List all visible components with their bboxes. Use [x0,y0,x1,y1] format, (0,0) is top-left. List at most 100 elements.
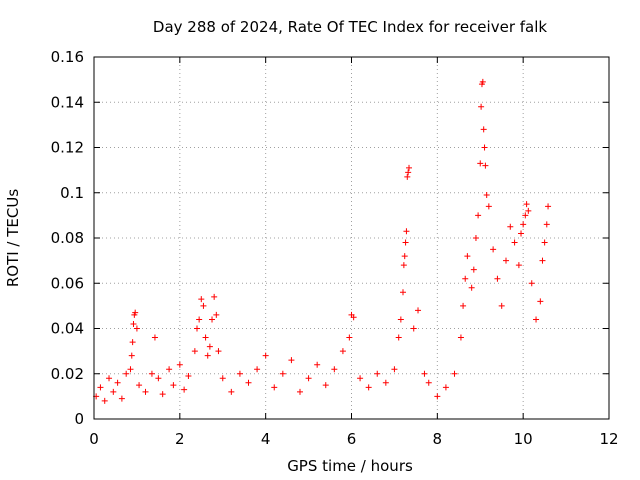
chart-title: Day 288 of 2024, Rate Of TEC Index for r… [153,18,547,36]
data-point [400,289,406,296]
data-point [262,352,269,359]
data-point [404,173,411,180]
y-tick-label: 0.12 [51,139,84,157]
data-point [490,246,497,253]
data-point [479,78,486,85]
data-point [314,361,321,368]
data-point [460,302,467,309]
data-point [245,379,252,386]
data-point [279,370,286,377]
data-point [481,144,488,151]
data-point [118,395,125,402]
data-point [196,316,203,323]
data-point [305,375,312,382]
y-tick-label: 0.1 [60,184,84,202]
data-point [410,325,417,332]
data-point [127,366,134,373]
data-point [204,352,211,359]
data-point [346,334,353,341]
data-point [322,382,329,389]
data-point [415,307,422,314]
data-point [539,257,546,264]
grid [94,57,609,419]
y-tick-label: 0.06 [51,274,84,292]
data-point [159,391,166,398]
data-point [425,379,432,386]
data-point [545,203,552,210]
data-point [130,320,137,327]
data-point [395,334,402,341]
data-point [288,357,295,364]
data-point [478,103,485,110]
data-point [401,253,408,260]
data-point [434,393,441,400]
data-point [191,348,198,355]
data-point [402,239,409,246]
data-point [209,316,216,323]
data-point [254,366,261,373]
data-point [350,314,357,321]
data-point [185,373,192,380]
data-point [528,280,535,287]
data-point [331,366,338,373]
data-point [503,257,509,264]
y-tick-label: 0.02 [51,365,84,383]
data-point [181,386,188,393]
data-point [132,309,139,316]
data-point [110,388,117,395]
data-point [477,160,484,167]
data-point [176,361,183,368]
data-point [142,388,149,395]
data-point [357,375,364,382]
data-point [219,375,226,382]
data-point [382,379,389,386]
data-point [533,316,540,323]
data-point [97,384,104,391]
data-point [525,207,532,214]
data-point [518,230,525,237]
x-tick-label: 2 [175,430,185,448]
data-point [271,384,278,391]
data-point [133,325,140,332]
data-point [213,311,220,318]
x-tick-label: 8 [433,430,443,448]
data-point [483,192,490,199]
x-tick-label: 10 [514,430,533,448]
y-tick-label: 0.16 [51,48,84,66]
data-point [128,352,135,359]
data-point [480,126,487,133]
data-point [194,325,200,332]
data-point [215,348,222,355]
y-axis-label: ROTI / TECUs [4,189,22,287]
data-point [114,379,121,386]
data-point [405,169,412,176]
y-tick-label: 0 [74,410,84,428]
tick-labels: 0 2 4 6 8 10 12 0 0.02 0.04 0.06 0.08 0.1 0.12 0.14 0.1… [51,48,619,448]
data-point [511,239,518,246]
data-point [155,375,162,382]
data-point [523,201,530,208]
data-point [106,375,113,382]
data-point [148,370,155,377]
data-point [236,370,243,377]
data-point [101,397,108,404]
data-point [400,262,407,269]
data-point [543,221,550,228]
data-point [462,275,469,282]
data-point [198,296,205,303]
data-point [406,164,413,171]
data-point [123,370,130,377]
data-point [170,382,177,389]
data-point [537,298,544,305]
x-tick-label: 6 [347,430,357,448]
x-tick-label: 4 [261,430,271,448]
data-point [451,370,458,377]
x-tick-label: 12 [599,430,618,448]
data-point [365,384,372,391]
data-point [228,388,235,395]
data-point [200,302,207,309]
data-point [339,348,346,355]
axis-ticks [93,56,610,420]
data-point [397,316,404,323]
